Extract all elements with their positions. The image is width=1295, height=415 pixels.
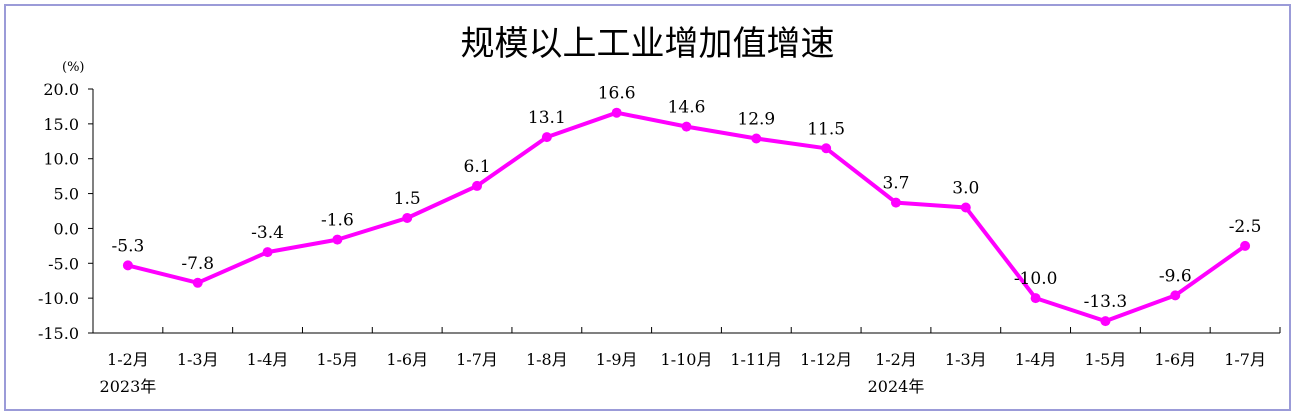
- data-label: 3.7: [882, 174, 909, 194]
- x-tick-label: 1-2月: [107, 350, 149, 369]
- x-tick-label: 1-6月: [1154, 350, 1196, 369]
- y-tick-label: 5.0: [54, 185, 79, 204]
- x-tick-label: 1-7月: [1224, 350, 1266, 369]
- data-label: 1.5: [394, 189, 421, 209]
- series: [122, 107, 1251, 327]
- data-label: 13.1: [528, 108, 566, 128]
- chart-frame: [4, 4, 1291, 411]
- x-tick-label: 1-4月: [247, 350, 289, 369]
- y-tick-label: -15.0: [38, 324, 79, 343]
- data-point: [541, 132, 552, 143]
- year-label: 2023年: [100, 377, 157, 396]
- data-label: -2.5: [1229, 217, 1262, 237]
- x-tick-label: 1-11月: [730, 350, 782, 369]
- data-point: [122, 260, 133, 271]
- data-point: [402, 212, 413, 223]
- y-tick-label: 20.0: [43, 80, 79, 99]
- y-axis-unit: (%): [62, 60, 85, 75]
- data-point: [472, 180, 483, 191]
- data-label: -9.6: [1159, 266, 1192, 286]
- year-label: 2024年: [868, 377, 925, 396]
- series-line: [125, 110, 1248, 324]
- data-point: [1030, 293, 1041, 304]
- x-tick-label: 1-9月: [596, 350, 638, 369]
- x-tick-label: 1-2月: [875, 350, 917, 369]
- x-tick-label: 1-10月: [661, 350, 713, 369]
- data-point: [1100, 316, 1111, 327]
- x-tick-label: 1-4月: [1015, 350, 1057, 369]
- y-tick-label: -5.0: [48, 254, 79, 273]
- data-label: -5.3: [112, 236, 145, 256]
- data-label: 12.9: [737, 109, 775, 129]
- x-tick-labels: 1-2月 1-3月 1-4月 1-5月 1-6月 1-7月 1-8月 1-9月 1-10月 1-1…: [107, 350, 1266, 369]
- data-label: 11.5: [807, 119, 845, 139]
- data-label: 14.6: [668, 98, 706, 118]
- data-point: [681, 121, 692, 132]
- data-label: -7.8: [181, 254, 214, 274]
- data-label: -3.4: [251, 223, 284, 243]
- chart-title: 规模以上工业增加值增速: [460, 24, 835, 64]
- data-label: 3.0: [952, 179, 979, 199]
- x-tick-label: 1-5月: [1085, 350, 1127, 369]
- x-tick-label: 1-8月: [526, 350, 568, 369]
- data-label: 16.6: [598, 84, 636, 104]
- data-label: -1.6: [321, 211, 354, 231]
- x-tick-label: 1-3月: [945, 350, 987, 369]
- y-tick-label: 0.0: [54, 219, 79, 238]
- data-point: [890, 197, 901, 208]
- data-label: 6.1: [464, 157, 491, 177]
- x-tick-label: 1-5月: [316, 350, 358, 369]
- x-tick-label: 1-3月: [177, 350, 219, 369]
- data-point: [960, 202, 971, 213]
- x-tick-label: 1-12月: [800, 350, 852, 369]
- data-point: [1170, 290, 1181, 301]
- data-label: -13.3: [1084, 292, 1128, 312]
- data-point: [192, 277, 203, 288]
- y-tick-label: 10.0: [43, 150, 79, 169]
- data-point: [821, 143, 832, 154]
- data-point: [611, 107, 622, 118]
- data-labels: -5.3 -7.8 -3.4 -1.6 1.5 6.1 13.1 16.6 14.6 12.9 11…: [112, 84, 1262, 312]
- data-point: [1240, 240, 1251, 251]
- y-tick-labels: 20.0 15.0 10.0 5.0 0.0 -5.0 -10.0 -15.0: [38, 80, 79, 343]
- axes: [88, 88, 1281, 334]
- year-labels: 2023年 2024年: [100, 377, 925, 396]
- data-point: [751, 133, 762, 144]
- x-tick-label: 1-7月: [456, 350, 498, 369]
- data-label: -10.0: [1014, 269, 1058, 289]
- y-tick-label: 15.0: [43, 115, 79, 134]
- y-tick-label: -10.0: [38, 289, 79, 308]
- data-point: [262, 247, 273, 258]
- x-tick-label: 1-6月: [386, 350, 428, 369]
- data-point: [332, 234, 343, 245]
